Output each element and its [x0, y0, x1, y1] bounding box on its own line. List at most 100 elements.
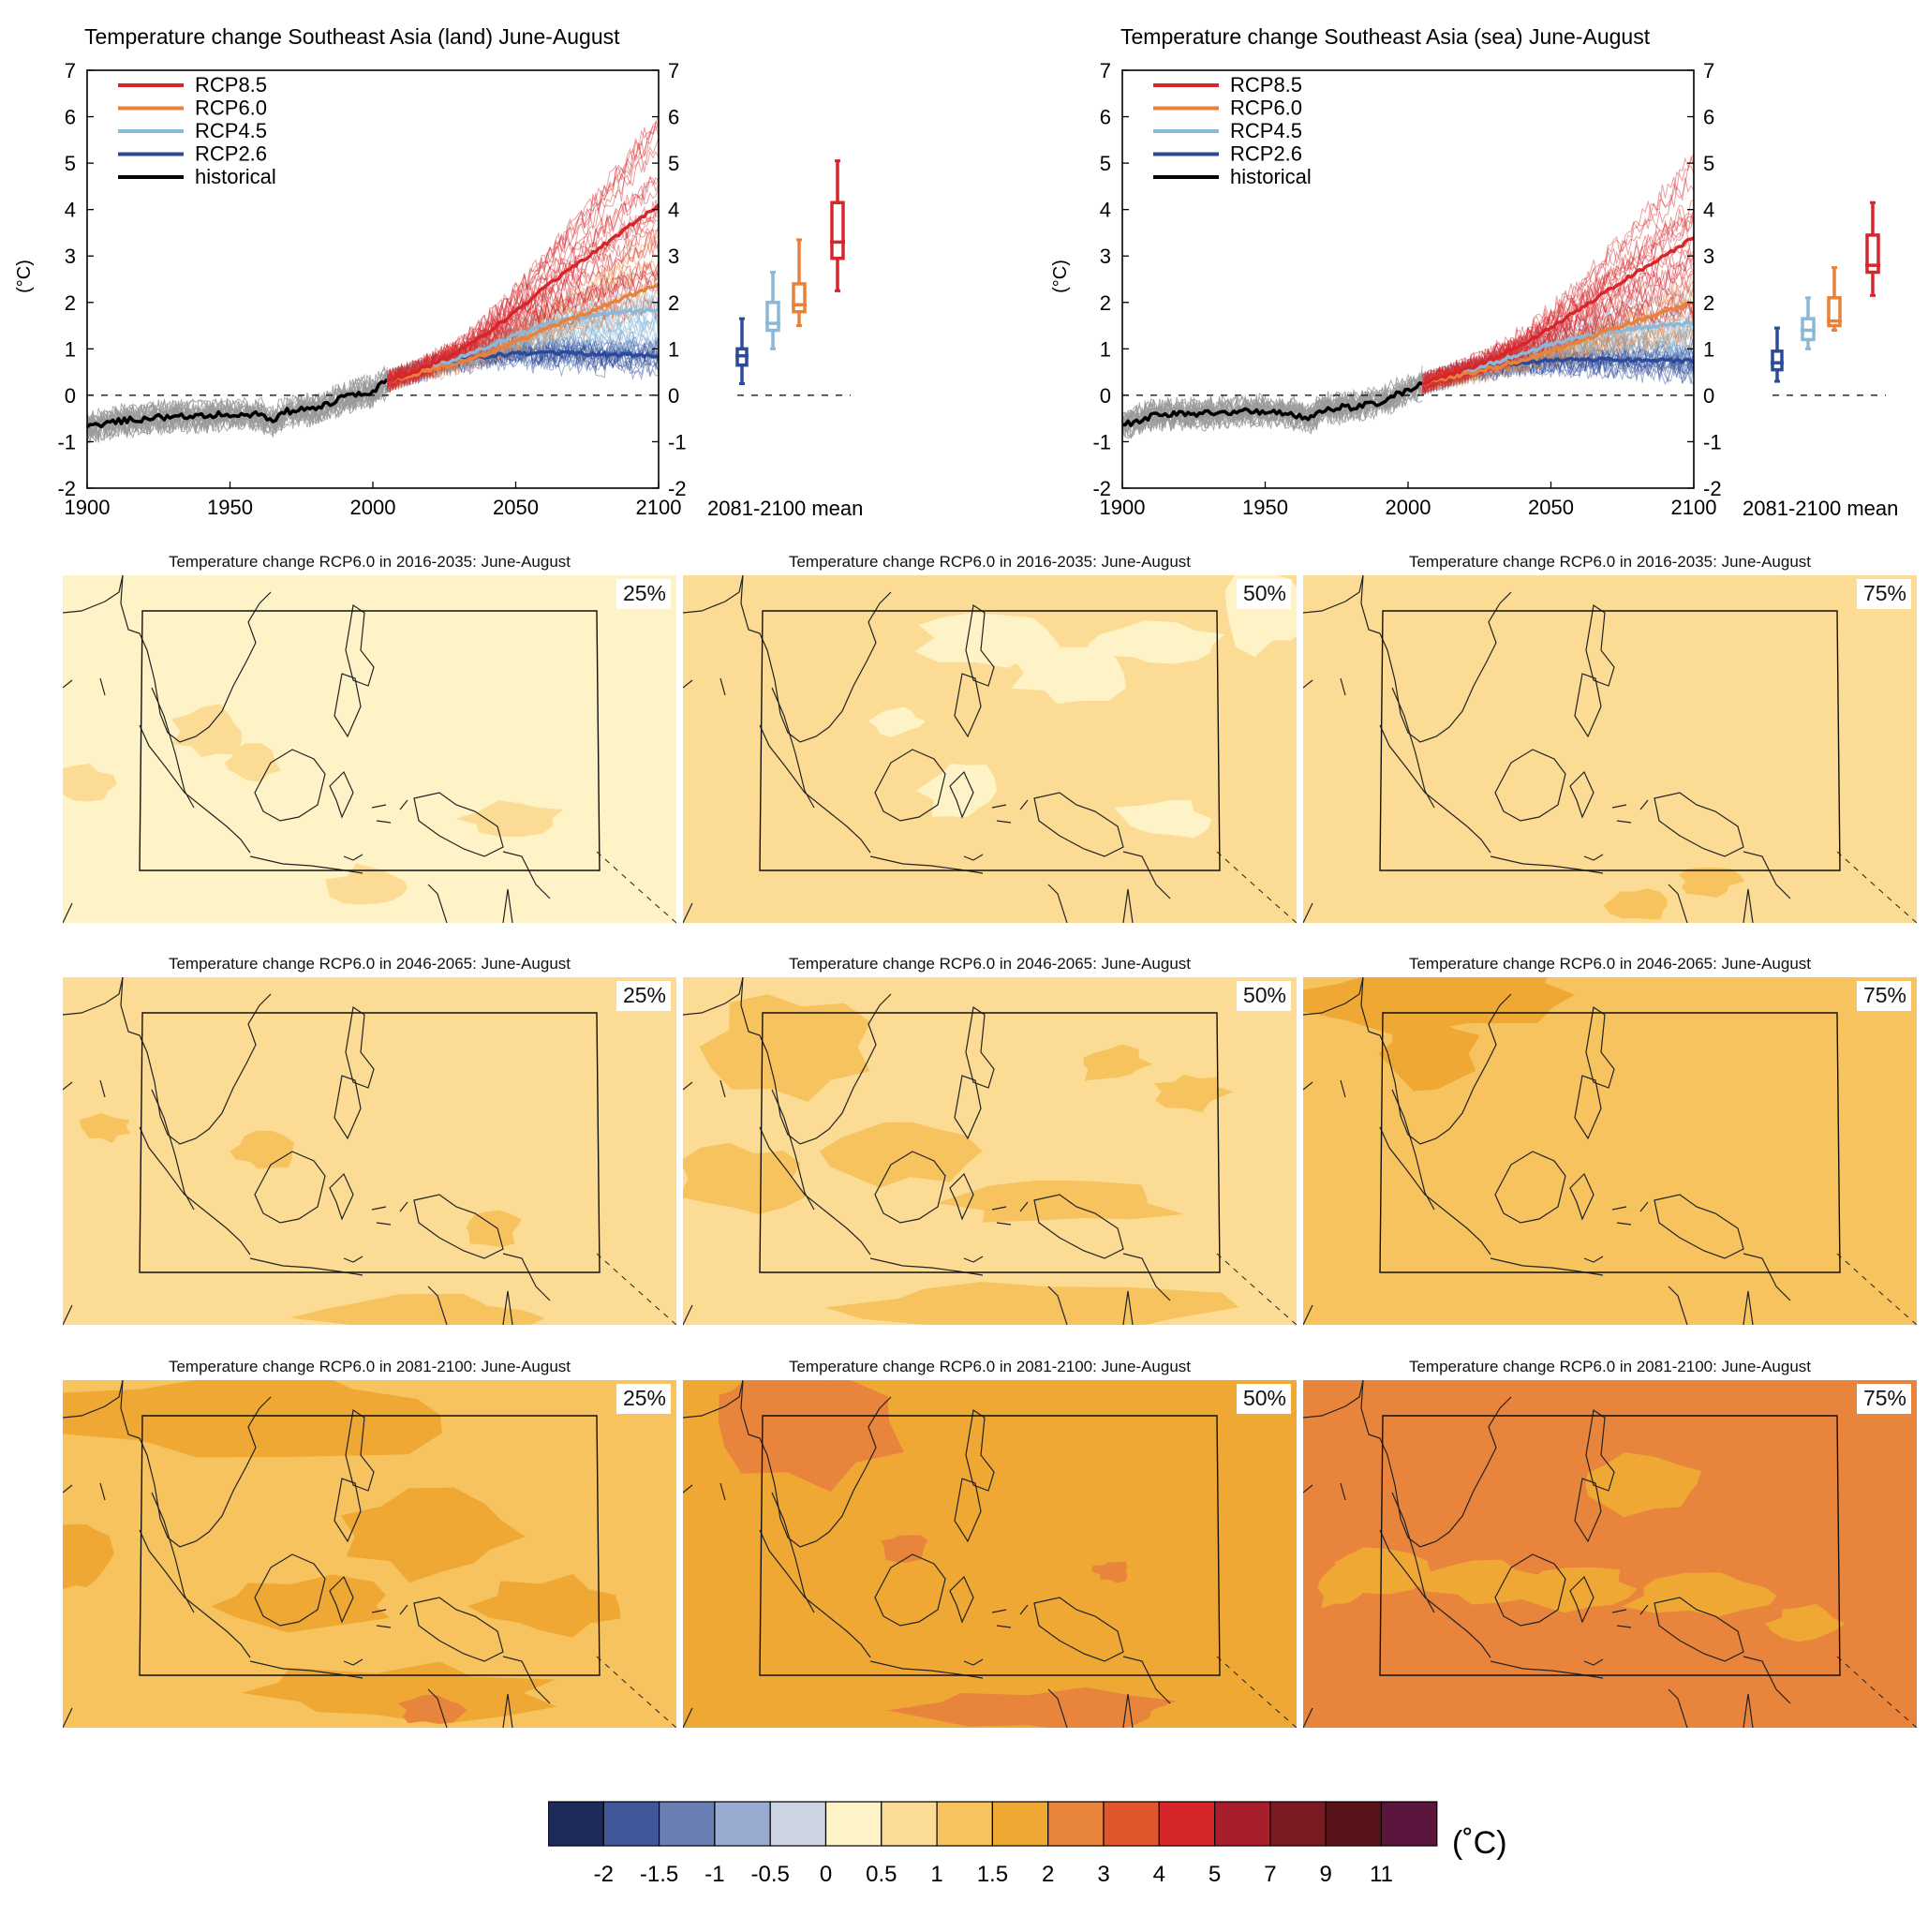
- coastline: [991, 1609, 1007, 1613]
- colorbar-tick-label: 1: [930, 1862, 942, 1887]
- coastline: [1019, 1604, 1029, 1615]
- coastline: [1019, 799, 1029, 810]
- map-contour-region: [1083, 1044, 1153, 1081]
- colorbar-tick-label: -1.5: [640, 1862, 678, 1887]
- map-title: Temperature change RCP6.0 in 2046-2065: …: [788, 955, 1192, 973]
- scenario-member-line: [386, 270, 659, 385]
- scenario-member-line: [1421, 355, 1694, 391]
- coastline: [139, 724, 251, 854]
- coastline: [1494, 1151, 1566, 1224]
- map-heatmap: [683, 1380, 1297, 1728]
- y-tick-label: 3: [1703, 245, 1714, 268]
- colorbar-cell: [1380, 1801, 1438, 1847]
- coastline: [63, 1304, 73, 1325]
- coastline: [874, 1553, 946, 1627]
- scenario-member-line: [1421, 340, 1694, 395]
- coastline: [1574, 673, 1602, 738]
- map-title: Temperature change RCP6.0 in 2016-2035: …: [168, 553, 571, 571]
- coastlines: [63, 1380, 551, 1728]
- y-tick-label: 3: [668, 245, 679, 268]
- coastline: [343, 854, 363, 861]
- map-contour-region: [454, 800, 564, 837]
- scenario-member-line: [1421, 349, 1694, 394]
- boxplot-box: [1827, 296, 1842, 328]
- coastline: [683, 1484, 693, 1494]
- map-contour-region: [325, 863, 408, 905]
- coastline: [683, 1380, 744, 1419]
- coastline: [139, 1529, 251, 1658]
- coastline: [334, 1478, 362, 1543]
- map-background-field: [63, 575, 676, 923]
- y-tick-label: -2: [1703, 477, 1722, 500]
- coastline: [963, 1256, 984, 1263]
- map-contour-region: [1011, 646, 1127, 704]
- map-contour-region: [936, 1180, 1184, 1223]
- coastline: [683, 575, 744, 614]
- y-tick-label: 3: [1100, 245, 1111, 268]
- coastline: [719, 1079, 726, 1098]
- coastline: [254, 749, 326, 822]
- legend-label: RCP8.5: [1230, 73, 1302, 97]
- coastline: [1303, 1707, 1313, 1728]
- scenario-member-line: [386, 125, 659, 392]
- scenario-member-line: [386, 311, 659, 390]
- historical-member-line: [1122, 376, 1423, 431]
- y-tick-label: 0: [1703, 384, 1714, 408]
- coastline: [719, 677, 726, 696]
- map-contour-region: [1603, 888, 1668, 920]
- coastline: [1583, 1658, 1604, 1666]
- coastline: [151, 1492, 195, 1613]
- coastline: [254, 1151, 326, 1224]
- coastline: [683, 679, 693, 689]
- coastline: [502, 888, 513, 923]
- region-box: [759, 610, 1221, 871]
- coastline: [996, 820, 1012, 824]
- colorbar-tick-label: 0.5: [866, 1862, 897, 1887]
- colorbar-cell: [658, 1801, 716, 1847]
- coastline: [1494, 749, 1566, 822]
- coastline: [1303, 1484, 1313, 1494]
- map-panel-2081-2100-p50: Temperature change RCP6.0 in 2081-2100: …: [683, 1358, 1297, 1728]
- map-contour-region: [727, 1380, 838, 1403]
- coastline: [376, 820, 392, 824]
- coastline: [376, 1625, 392, 1628]
- coastline: [1360, 1380, 1512, 1548]
- dashed-boundary: [596, 851, 676, 923]
- coastline: [1033, 1597, 1124, 1662]
- scenario-member-line: [386, 340, 659, 390]
- coastline: [965, 603, 995, 687]
- map-contour-region: [211, 1574, 390, 1633]
- coastline: [427, 1688, 448, 1728]
- scenario-member-line: [387, 261, 659, 388]
- y-tick-label: 2: [1100, 291, 1111, 315]
- y-tick-label: -1: [1092, 430, 1111, 453]
- coastline: [771, 1089, 815, 1211]
- scenario-member-line: [1421, 354, 1694, 392]
- dashed-boundary: [596, 1656, 676, 1728]
- colorbar-tick-label: 5: [1209, 1862, 1221, 1887]
- map-title: Temperature change RCP6.0 in 2046-2065: …: [1408, 955, 1812, 973]
- coastline: [1639, 1604, 1649, 1615]
- coastline: [413, 792, 504, 857]
- coastline: [759, 1529, 871, 1658]
- percentile-label: 75%: [1856, 579, 1911, 609]
- y-axis-label: (°C): [1050, 260, 1071, 293]
- coastline: [1033, 792, 1124, 857]
- map-contour-region: [1088, 620, 1225, 664]
- map-panel-2046-2065-p25: Temperature change RCP6.0 in 2046-2065: …: [63, 955, 676, 1325]
- coastline: [963, 1658, 984, 1666]
- colorbar-tick-label: 7: [1264, 1862, 1276, 1887]
- coastline: [1494, 1553, 1566, 1627]
- scenario-member-line: [387, 329, 659, 394]
- colorbar-cell: [714, 1801, 771, 1847]
- boxplot-rcp26: [1771, 326, 1784, 383]
- map-contour-region: [914, 613, 1064, 668]
- coastline: [63, 1081, 73, 1091]
- scenario-member-line: [386, 115, 659, 388]
- y-tick-label: 5: [668, 152, 679, 175]
- scenario-member-line: [1421, 250, 1694, 392]
- coastline: [399, 1201, 408, 1212]
- map-contour-region: [340, 1487, 526, 1583]
- coastline: [502, 1693, 513, 1728]
